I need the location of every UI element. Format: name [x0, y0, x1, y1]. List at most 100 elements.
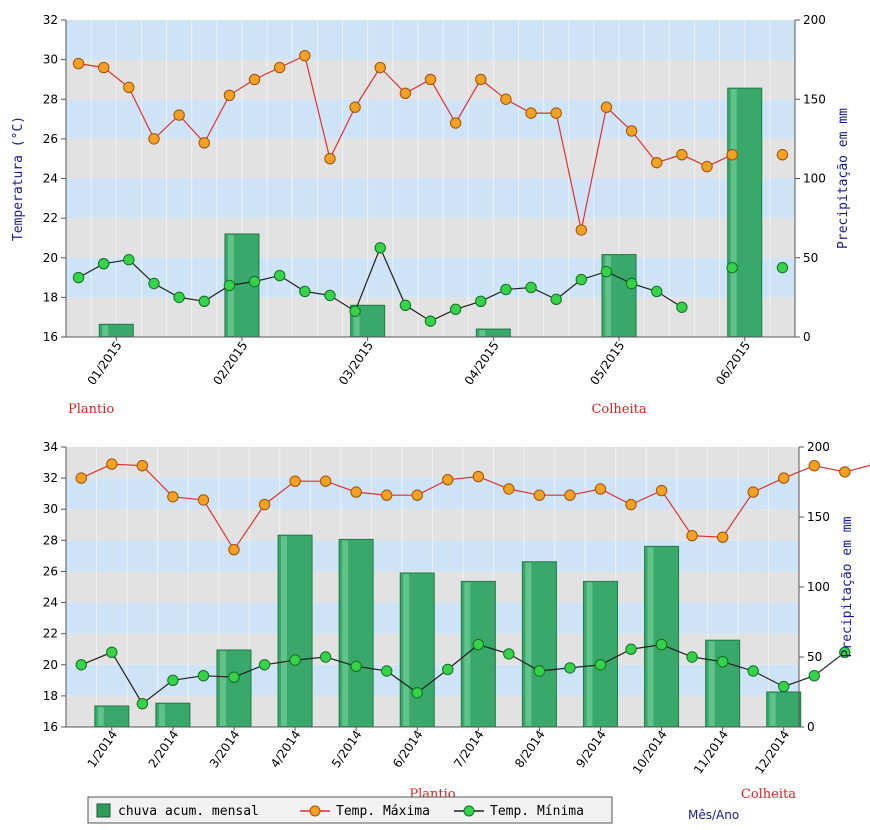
- point-temp-max: [625, 125, 638, 137]
- y-tick-label: 28: [43, 92, 58, 106]
- y2-tick-label: 50: [807, 650, 822, 664]
- legend-min-label: Temp. Mínima: [490, 804, 584, 819]
- plot-band: [66, 99, 795, 139]
- point-temp-min: [500, 283, 512, 296]
- point-temp-max: [503, 483, 515, 495]
- y2-tick-label: 150: [803, 92, 826, 106]
- point-temp-max: [747, 486, 759, 498]
- y-tick-label: 24: [43, 172, 58, 186]
- y-tick-label: 20: [43, 251, 58, 265]
- point-temp-min: [442, 663, 454, 676]
- legend: chuva acum. mensal Temp. Máxima Temp. Mí…: [87, 796, 613, 824]
- point-temp-min: [503, 648, 515, 660]
- point-temp-max: [106, 458, 118, 470]
- point-temp-min: [98, 257, 110, 270]
- plot-band: [66, 257, 795, 298]
- point-temp-max: [808, 459, 820, 472]
- point-temp-max: [123, 81, 135, 94]
- y-tick-label: 24: [43, 596, 58, 610]
- rain-bar-highlight: [605, 255, 612, 336]
- y-axis-title: Temperatura (°C): [11, 116, 26, 241]
- rain-bar-highlight: [281, 536, 288, 726]
- y-tick-label: 32: [43, 13, 58, 27]
- y-tick-label: 20: [43, 658, 58, 672]
- y-tick-label: 22: [43, 211, 58, 225]
- point-temp-min: [299, 285, 311, 298]
- point-temp-min: [411, 687, 423, 699]
- rain-bar-highlight: [353, 306, 360, 336]
- point-temp-max: [411, 489, 423, 501]
- point-temp-min: [148, 277, 160, 290]
- point-temp-max: [258, 498, 271, 511]
- point-temp-max: [197, 494, 210, 506]
- point-temp-min: [550, 293, 562, 306]
- point-temp-min: [380, 665, 393, 677]
- point-temp-min: [319, 651, 332, 663]
- point-temp-max: [839, 466, 851, 478]
- series-line-temp-max: [81, 463, 870, 551]
- point-temp-max: [98, 61, 110, 74]
- rain-bar-highlight: [730, 89, 737, 336]
- rain-bar-highlight: [479, 330, 486, 336]
- point-temp-max: [655, 484, 668, 497]
- rain-bar-highlight: [525, 562, 532, 726]
- point-temp-min: [600, 265, 613, 278]
- point-temp-max: [248, 73, 261, 86]
- y2-tick-label: 100: [803, 172, 826, 186]
- point-temp-max: [651, 156, 663, 169]
- point-temp-min: [228, 671, 240, 683]
- point-temp-max: [228, 543, 240, 556]
- point-temp-min: [686, 651, 698, 663]
- point-temp-min: [248, 275, 261, 288]
- point-temp-max: [716, 531, 729, 543]
- y-tick-label: 18: [43, 290, 58, 304]
- point-temp-max: [148, 133, 160, 145]
- point-temp-max: [525, 107, 537, 119]
- point-temp-max: [449, 117, 462, 129]
- rain-bar-highlight: [769, 693, 776, 726]
- plot-band: [66, 138, 795, 179]
- point-temp-min: [123, 254, 135, 266]
- y2-tick-label: 50: [803, 251, 818, 265]
- point-temp-min: [533, 665, 546, 677]
- legend-box: [87, 796, 613, 824]
- point-temp-min: [808, 669, 820, 682]
- point-temp-max: [776, 149, 789, 161]
- point-temp-max: [550, 107, 562, 119]
- point-temp-min: [747, 665, 759, 677]
- y-tick-label: 26: [43, 564, 58, 578]
- y2-axis-title: Precipitação em mm: [840, 516, 855, 657]
- y-tick-label: 26: [43, 132, 58, 146]
- point-temp-min: [594, 659, 607, 671]
- point-temp-min: [399, 299, 412, 311]
- point-temp-min: [374, 242, 386, 254]
- rain-bar-highlight: [647, 547, 654, 726]
- point-temp-max: [701, 160, 713, 173]
- legend-rain-swatch: [96, 803, 111, 818]
- point-temp-min: [716, 655, 729, 668]
- y-tick-label: 16: [43, 720, 58, 734]
- point-temp-min: [324, 289, 336, 302]
- point-temp-max: [223, 89, 236, 101]
- point-temp-min: [350, 660, 362, 673]
- point-temp-min: [223, 279, 236, 292]
- point-temp-min: [676, 301, 688, 313]
- point-temp-max: [380, 489, 393, 501]
- point-temp-min: [575, 273, 588, 286]
- point-temp-max: [564, 489, 576, 501]
- point-temp-max: [75, 472, 87, 484]
- rain-bar-highlight: [102, 325, 109, 336]
- plot-band: [66, 178, 795, 219]
- y2-tick-label: 200: [807, 440, 830, 454]
- rain-bar-highlight: [708, 641, 715, 726]
- rain-bar-highlight: [97, 707, 104, 726]
- point-temp-min: [273, 269, 286, 282]
- point-temp-max: [324, 152, 336, 165]
- point-temp-min: [72, 271, 85, 284]
- y2-tick-label: 150: [807, 510, 830, 524]
- point-temp-min: [289, 654, 301, 666]
- point-temp-max: [167, 491, 179, 503]
